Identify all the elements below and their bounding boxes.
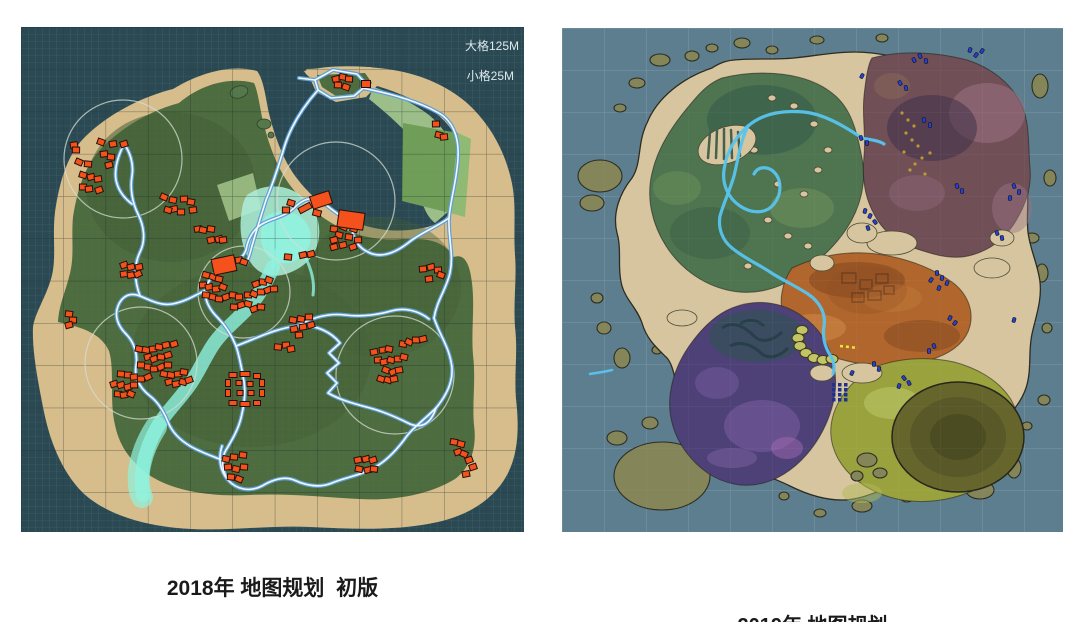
resource-markers-blue (849, 47, 1022, 389)
caption-2019: 2019年 地图规划 细化区域分布 (562, 566, 1063, 622)
caption-2019-line1: 2019年 地图规划 (562, 614, 1063, 622)
large-grid-label: 大格125M (465, 38, 519, 53)
fort-compound (225, 371, 265, 407)
building-markers (64, 72, 478, 484)
resource-markers-yellow (900, 111, 932, 176)
map-2018-figure: 大格125M 小格25M (21, 27, 524, 532)
small-grid-label: 小格25M (467, 68, 514, 83)
map-2019-canvas (562, 28, 1063, 532)
map-2019-figure (562, 28, 1063, 532)
map-2018-canvas: 大格125M 小格25M (21, 27, 524, 532)
large-building-markers (210, 80, 371, 276)
caption-2018: 2018年 地图规划 初版 (166, 577, 379, 600)
river (588, 109, 886, 376)
poi-circles (63, 99, 455, 435)
